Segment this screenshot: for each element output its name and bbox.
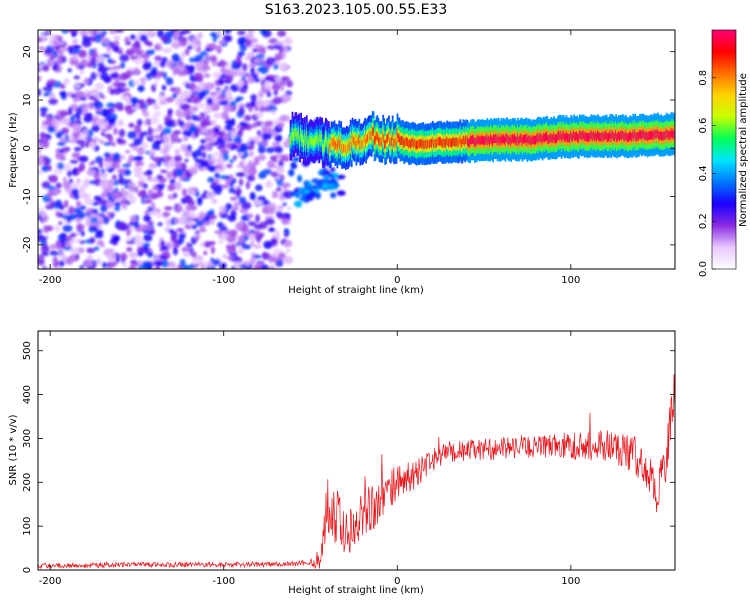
colorbar-ticks: 0.0 0.2 0.4 0.6 0.8 bbox=[698, 70, 716, 277]
y-tick-label: 400 bbox=[22, 385, 33, 404]
y-tick-label: 100 bbox=[22, 517, 33, 536]
y-tick-label: 0 bbox=[22, 145, 33, 151]
snr-ylabel: SNR (10 * v/v) bbox=[8, 414, 19, 485]
x-tick-label: 0 bbox=[394, 576, 400, 587]
colorbar-tick-label: 0.6 bbox=[698, 118, 709, 134]
colorbar-tick-label: 0.0 bbox=[698, 261, 709, 277]
spectrogram-ylabel: Frequency (Hz) bbox=[8, 112, 19, 188]
spectrogram-frame bbox=[37, 29, 676, 270]
y-tick-label: 200 bbox=[22, 473, 33, 492]
x-tick-label: -100 bbox=[212, 275, 235, 286]
x-tick-label: 100 bbox=[561, 576, 580, 587]
x-tick-label: -100 bbox=[212, 576, 235, 587]
colorbar-frame bbox=[711, 29, 737, 270]
snr-axes: -200 -100 0 100 0 100 200 300 400 500 bbox=[22, 331, 675, 587]
x-tick-label: 0 bbox=[394, 275, 400, 286]
figure-title: S163.2023.105.00.55.E33 bbox=[265, 2, 448, 18]
snr-xlabel: Height of straight line (km) bbox=[288, 585, 424, 596]
y-tick-label: 500 bbox=[22, 341, 33, 360]
spectrogram-xlabel: Height of straight line (km) bbox=[288, 285, 424, 296]
colorbar-label: Normalized spectral amplitude bbox=[738, 73, 749, 227]
snr-frame bbox=[37, 330, 676, 571]
y-tick-label: -10 bbox=[22, 188, 33, 204]
x-tick-label: -200 bbox=[39, 576, 62, 587]
x-tick-label: -200 bbox=[39, 275, 62, 286]
y-tick-label: -20 bbox=[22, 237, 33, 253]
spectrogram-heatmap bbox=[38, 30, 675, 269]
y-tick-label: 10 bbox=[22, 94, 33, 107]
colorbar-tick-label: 0.2 bbox=[698, 213, 709, 229]
snr-series-line bbox=[38, 374, 675, 569]
snr-panel: -200 -100 0 100 0 100 200 300 400 500 Height of s… bbox=[8, 330, 676, 596]
y-tick-label: 20 bbox=[22, 45, 33, 58]
x-tick-label: 100 bbox=[561, 275, 580, 286]
colorbar-tick-label: 0.8 bbox=[698, 70, 709, 86]
y-tick-label: 300 bbox=[22, 429, 33, 448]
colorbar-tick-label: 0.4 bbox=[698, 165, 709, 181]
colorbar-gradient bbox=[712, 30, 736, 269]
colorbar: 0.0 0.2 0.4 0.6 0.8 Normalized spectral ampl… bbox=[698, 29, 749, 277]
y-tick-label: 0 bbox=[22, 567, 33, 573]
